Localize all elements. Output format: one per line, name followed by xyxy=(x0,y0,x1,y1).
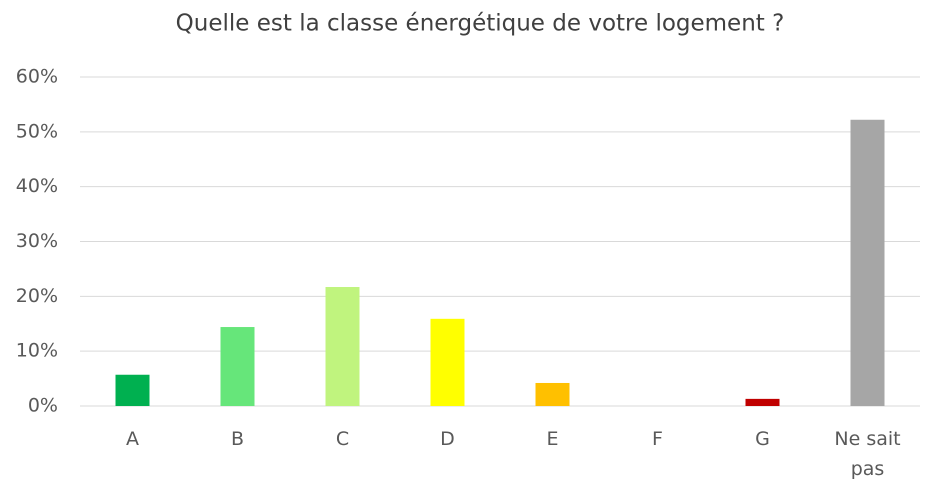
bar xyxy=(850,119,885,407)
x-tick-label: C xyxy=(335,428,350,450)
y-tick-label: 60% xyxy=(16,66,58,88)
y-tick-label: 40% xyxy=(16,175,58,197)
bar xyxy=(745,398,780,406)
x-tick-label: D xyxy=(440,428,455,450)
y-tick-label: 10% xyxy=(16,340,58,362)
x-tick-label: E xyxy=(546,428,559,450)
bar xyxy=(535,382,570,406)
x-tick-label: A xyxy=(126,428,139,450)
y-tick-label: 20% xyxy=(16,285,58,307)
x-tick-label: Ne sait pas xyxy=(834,428,901,480)
y-tick-label: 50% xyxy=(16,120,58,142)
y-tick-label: 30% xyxy=(16,230,58,252)
x-tick-label: F xyxy=(652,428,663,450)
x-tick-label: B xyxy=(230,428,245,450)
bar xyxy=(430,318,465,406)
x-tick-label: G xyxy=(755,428,770,450)
y-tick-label: 0% xyxy=(28,395,58,417)
bar xyxy=(220,327,255,406)
chart-title: Quelle est la classe énergétique de votr… xyxy=(176,11,785,37)
bar xyxy=(115,374,150,406)
bar xyxy=(325,287,360,406)
